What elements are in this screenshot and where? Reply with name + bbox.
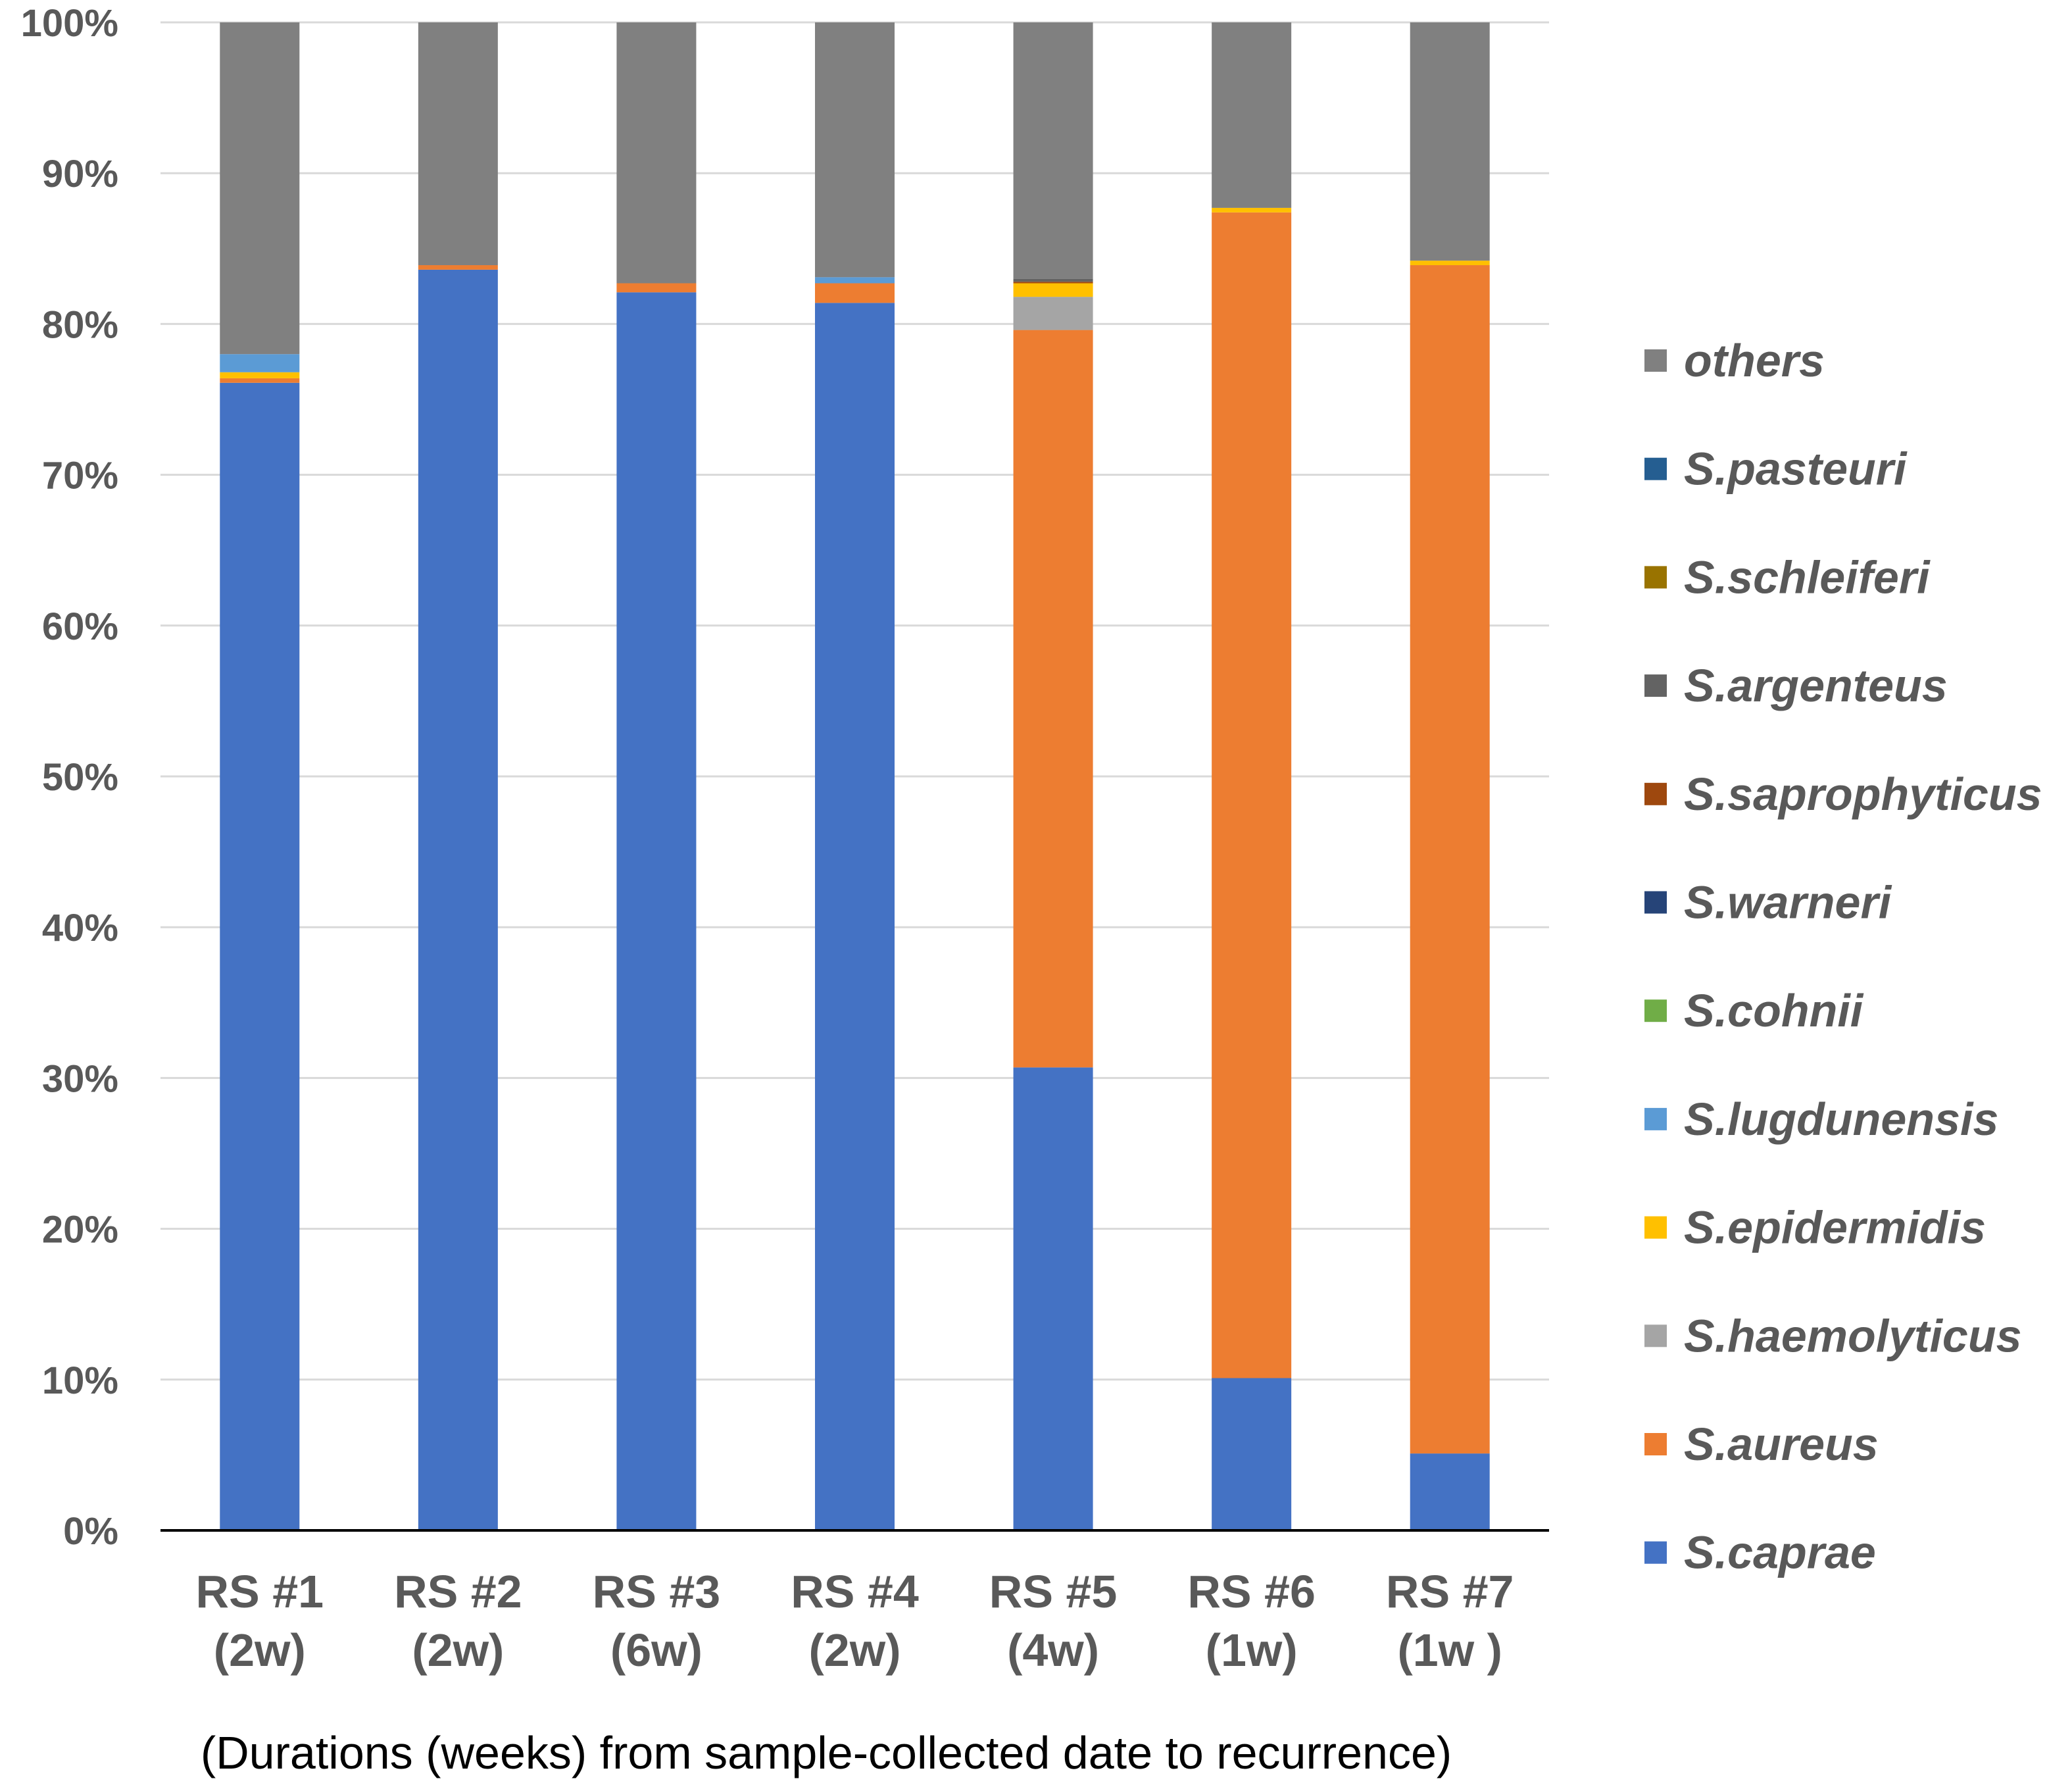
bar-segment bbox=[220, 22, 300, 355]
legend: others S.pasteuri S.schleiferi S.argenteus S… bbox=[1644, 335, 2042, 1578]
bar-segment bbox=[616, 292, 697, 1530]
legend-label: S.pasteuri bbox=[1684, 443, 1908, 495]
legend-swatch bbox=[1644, 566, 1667, 589]
bar-segment bbox=[1212, 22, 1292, 208]
x-axis-title: (Durations (weeks) from sample-collected… bbox=[201, 1727, 1452, 1778]
x-axis-category-labels: RS #1 (2w) RS #2 (2w) RS #3 (6w) RS #4 (2w) RS #… bbox=[196, 1566, 1514, 1676]
bars bbox=[220, 22, 1490, 1531]
x-category-label: (2w) bbox=[809, 1624, 901, 1676]
bar-segment bbox=[220, 354, 300, 372]
bar-segment bbox=[418, 22, 498, 266]
y-tick-label: 70% bbox=[42, 455, 118, 497]
x-category-label: RS #4 bbox=[791, 1566, 919, 1617]
bar-segment bbox=[1013, 297, 1093, 330]
y-tick-label: 30% bbox=[42, 1057, 118, 1100]
legend-swatch bbox=[1644, 782, 1667, 805]
bar-segment bbox=[1410, 261, 1490, 266]
legend-label: S.caprae bbox=[1684, 1527, 1876, 1578]
bar-segment bbox=[616, 22, 697, 284]
bar-segment bbox=[815, 303, 895, 1530]
legend-swatch bbox=[1644, 891, 1667, 914]
legend-label: S.aureus bbox=[1684, 1419, 1879, 1470]
legend-label: S.schleiferi bbox=[1684, 551, 1931, 603]
y-tick-label: 80% bbox=[42, 303, 118, 346]
x-category-label: RS #2 bbox=[394, 1566, 522, 1617]
bar-segment bbox=[220, 382, 300, 1530]
y-tick-label: 60% bbox=[42, 605, 118, 648]
bar-segment bbox=[1212, 1378, 1292, 1530]
legend-swatch bbox=[1644, 1107, 1667, 1130]
bar-segment bbox=[418, 269, 498, 1531]
bar-segment bbox=[1212, 207, 1292, 213]
y-tick-label: 0% bbox=[63, 1510, 118, 1553]
x-category-label: RS #3 bbox=[593, 1566, 721, 1617]
legend-swatch bbox=[1644, 349, 1667, 372]
y-tick-label: 50% bbox=[42, 756, 118, 799]
bar-segment bbox=[616, 283, 697, 293]
legend-swatch bbox=[1644, 1433, 1667, 1455]
legend-swatch bbox=[1644, 457, 1667, 480]
legend-label: S.haemolyticus bbox=[1684, 1310, 2022, 1361]
x-category-label: RS #5 bbox=[989, 1566, 1118, 1617]
bar-segment bbox=[220, 372, 300, 378]
legend-label: S.lugdunensis bbox=[1684, 1094, 1998, 1145]
y-tick-label: 100% bbox=[21, 2, 118, 45]
legend-label: S.argenteus bbox=[1684, 660, 1948, 711]
bar-segment bbox=[815, 22, 895, 278]
bar-segment bbox=[1013, 278, 1093, 282]
y-tick-label: 10% bbox=[42, 1359, 118, 1402]
bar-segment bbox=[1410, 1453, 1490, 1530]
y-tick-label: 20% bbox=[42, 1209, 118, 1251]
legend-swatch bbox=[1644, 999, 1667, 1022]
bar-segment bbox=[220, 378, 300, 383]
legend-label: S.cohnii bbox=[1684, 985, 1864, 1036]
bar-segment bbox=[815, 277, 895, 284]
legend-label: S.saprophyticus bbox=[1684, 768, 2042, 820]
legend-swatch bbox=[1644, 1541, 1667, 1564]
bar-segment bbox=[1410, 265, 1490, 1454]
legend-swatch bbox=[1644, 1324, 1667, 1347]
legend-label: others bbox=[1684, 335, 1825, 386]
x-category-label: (6w) bbox=[610, 1624, 703, 1676]
legend-swatch bbox=[1644, 1216, 1667, 1239]
x-category-label: RS #6 bbox=[1187, 1566, 1316, 1617]
bar-segment bbox=[1013, 282, 1093, 284]
bar-segment bbox=[1013, 22, 1093, 279]
y-tick-label: 90% bbox=[42, 153, 118, 195]
x-category-label: RS #1 bbox=[196, 1566, 324, 1617]
legend-label: S.epidermidis bbox=[1684, 1202, 1986, 1253]
y-tick-label: 40% bbox=[42, 907, 118, 949]
bar-segment bbox=[418, 265, 498, 270]
x-category-label: (2w) bbox=[214, 1624, 306, 1676]
legend-label: S.warneri bbox=[1684, 877, 1892, 928]
x-category-label: (1w) bbox=[1206, 1624, 1298, 1676]
bar-segment bbox=[1212, 212, 1292, 1378]
legend-swatch bbox=[1644, 674, 1667, 697]
x-category-label: RS #7 bbox=[1386, 1566, 1514, 1617]
y-axis-tick-labels: 0% 10% 20% 30% 40% 50% 60% 70% 80% 90% 100% bbox=[21, 2, 118, 1553]
bar-segment bbox=[1013, 1067, 1093, 1530]
bar-segment bbox=[1410, 22, 1490, 261]
x-category-label: (4w) bbox=[1007, 1624, 1099, 1676]
bar-segment bbox=[1013, 283, 1093, 297]
x-category-label: (1w ) bbox=[1397, 1624, 1502, 1676]
bar-segment bbox=[1013, 330, 1093, 1068]
x-category-label: (2w) bbox=[412, 1624, 504, 1676]
bar-segment bbox=[815, 283, 895, 303]
